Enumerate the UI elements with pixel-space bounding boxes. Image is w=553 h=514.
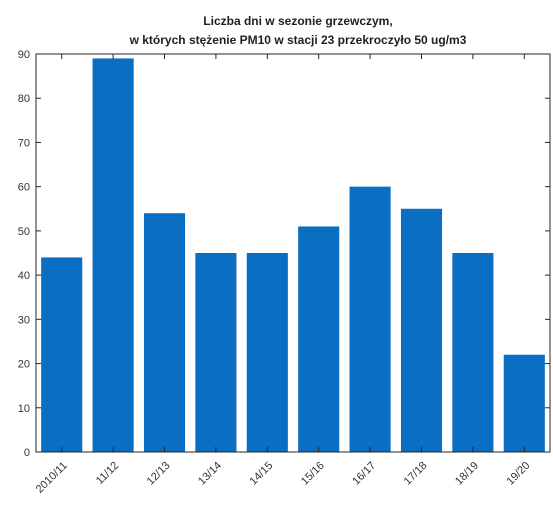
chart-title-line-1: Liczba dni w sezonie grzewczym, — [203, 14, 392, 28]
bar-2010-11 — [41, 257, 83, 452]
x-tick-label: 18/19 — [453, 460, 481, 488]
plot-frame — [35, 53, 551, 453]
x-tick-label: 12/13 — [145, 460, 173, 488]
x-tick-label: 15/16 — [299, 460, 327, 488]
x-tick-label: 16/17 — [350, 460, 378, 488]
x-tick-label: 17/18 — [402, 460, 430, 488]
x-tick-label: 19/20 — [504, 460, 532, 488]
y-tick-label: 20 — [18, 359, 30, 371]
y-tick-label: 30 — [18, 314, 30, 326]
y-tick-label: 50 — [18, 226, 30, 238]
bar-15-16 — [298, 226, 340, 452]
y-tick-label: 70 — [18, 137, 30, 149]
bar-17-18 — [400, 208, 443, 452]
bar-13-14 — [195, 253, 237, 452]
bar-19-20 — [503, 354, 545, 452]
bar-16-17 — [349, 186, 391, 453]
y-tick-label: 10 — [18, 403, 30, 415]
x-tick-label: 11/12 — [94, 460, 121, 487]
y-tick-label: 90 — [18, 49, 30, 61]
x-tick-label: 14/15 — [247, 460, 275, 488]
bar-14-15 — [246, 253, 288, 452]
bar-11-12 — [92, 58, 134, 453]
chart-title-line-2: w których stężenie PM10 w stacji 23 prze… — [129, 33, 467, 47]
bars — [41, 58, 545, 453]
bar-12-13 — [143, 213, 186, 452]
y-tick-label: 80 — [18, 93, 30, 105]
x-tick-label: 13/14 — [196, 460, 224, 488]
bar-18-19 — [452, 253, 494, 452]
chart-title: Liczba dni w sezonie grzewczym, w któryc… — [129, 14, 467, 47]
y-tick-label: 60 — [18, 182, 30, 194]
y-tick-label: 0 — [24, 447, 30, 459]
y-tick-label: 40 — [18, 270, 30, 282]
y-axis-ticks: 0 10 20 30 40 50 60 70 80 90 — [18, 49, 550, 459]
x-tick-label: 2010/11 — [34, 460, 70, 496]
axes — [35, 53, 551, 453]
